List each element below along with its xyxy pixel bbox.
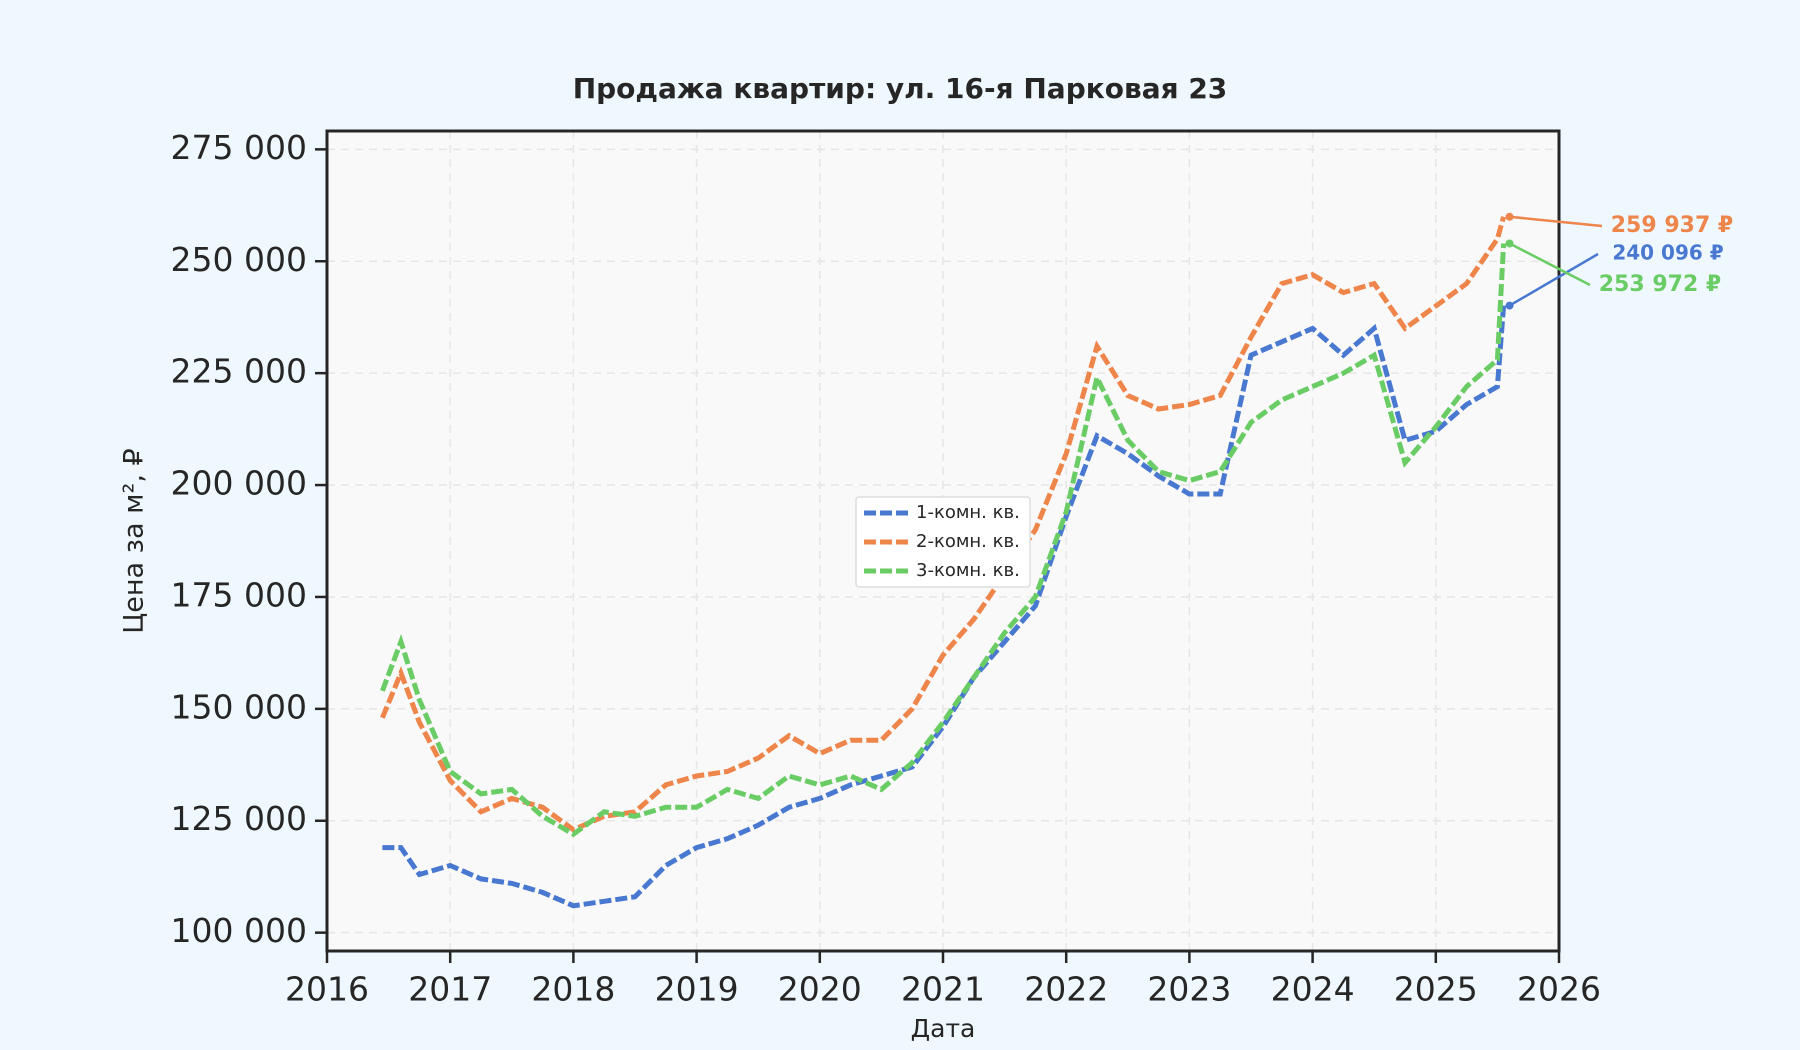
- y-tick-label: 100 000: [171, 911, 307, 950]
- arrow-head: [1505, 239, 1514, 248]
- y-tick-label: 125 000: [171, 799, 307, 838]
- x-tick-label: 2025: [1394, 970, 1478, 1009]
- end-label: 253 972 ₽: [1599, 272, 1721, 297]
- y-tick-label: 250 000: [171, 240, 307, 279]
- legend-label: 3-комн. кв.: [916, 560, 1020, 581]
- legend-label: 2-комн. кв.: [916, 531, 1020, 552]
- x-tick-label: 2026: [1517, 970, 1601, 1009]
- chart-title: Продажа квартир: ул. 16-я Парковая 23: [573, 72, 1228, 105]
- x-tick-label: 2018: [531, 970, 615, 1009]
- end-label: 259 937 ₽: [1611, 213, 1733, 238]
- x-tick-label: 2021: [901, 970, 985, 1009]
- x-tick-label: 2019: [655, 970, 739, 1009]
- arrow-head: [1505, 212, 1514, 221]
- annotation-arrow: [1509, 215, 1603, 228]
- arrow-head: [1505, 301, 1514, 310]
- series-line: [380, 243, 1507, 838]
- x-tick-label: 2024: [1271, 970, 1355, 1009]
- y-tick-label: 275 000: [171, 128, 307, 167]
- y-tick-label: 175 000: [171, 575, 307, 614]
- x-tick-label: 2020: [778, 970, 862, 1009]
- y-tick-label: 200 000: [171, 464, 307, 503]
- series-line: [382, 305, 1507, 909]
- annotation-arrow: [1508, 252, 1599, 307]
- y-axis-label: Цена за м², ₽: [119, 448, 150, 633]
- y-tick-label: 150 000: [171, 687, 307, 726]
- plot-frame: [325, 129, 1561, 953]
- x-tick-label: 2016: [285, 970, 369, 1009]
- x-tick-label: 2017: [408, 970, 492, 1009]
- annotation-arrow: [1508, 242, 1591, 287]
- legend-box: [855, 496, 1031, 588]
- legend: 1-комн. кв. 2-комн. кв. 3-комн. кв.: [855, 496, 1031, 588]
- end-label: 240 096 ₽: [1612, 241, 1723, 265]
- x-tick-label: 2023: [1147, 970, 1231, 1009]
- x-tick-label: 2022: [1024, 970, 1108, 1009]
- series-line: [380, 216, 1507, 833]
- y-tick-label: 225 000: [171, 352, 307, 391]
- x-axis-label: Дата: [911, 1014, 976, 1043]
- legend-label: 1-комн. кв.: [916, 502, 1020, 523]
